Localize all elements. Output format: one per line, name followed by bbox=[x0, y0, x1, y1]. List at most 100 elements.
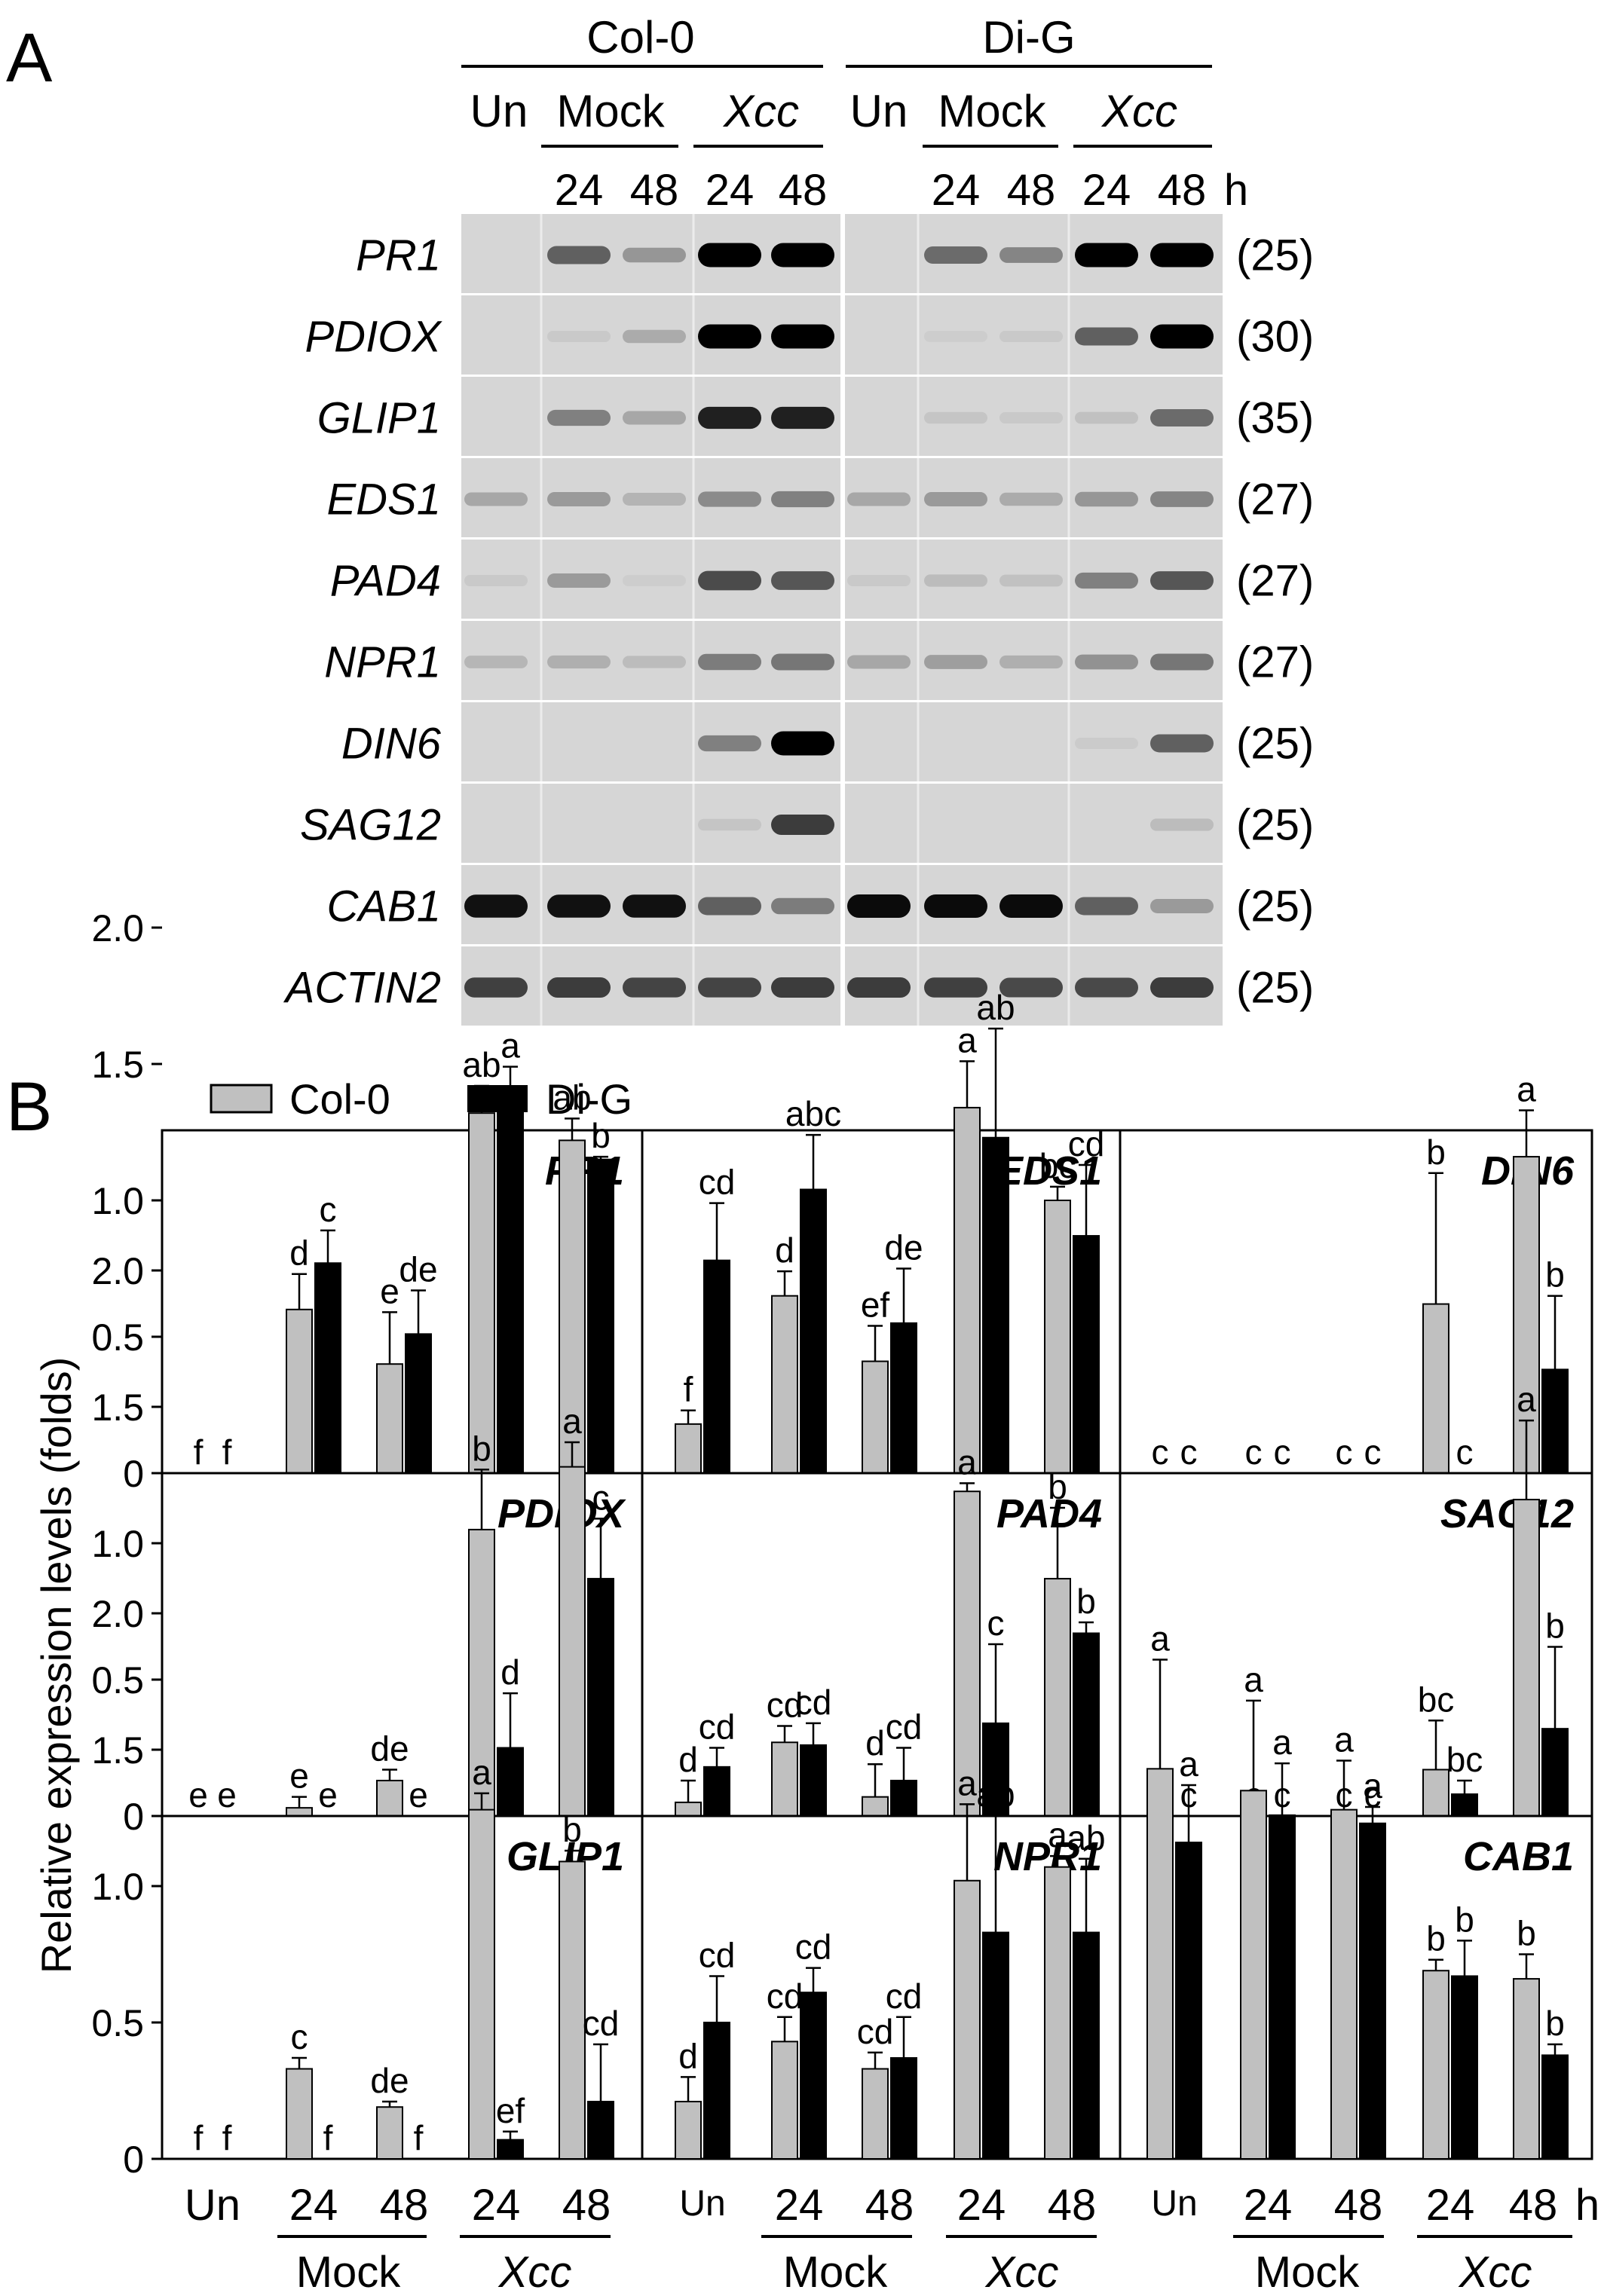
gel-band bbox=[623, 493, 686, 506]
significance-letter: e bbox=[188, 1775, 208, 1814]
gel-band bbox=[1075, 491, 1138, 507]
gel-band bbox=[1075, 654, 1138, 670]
significance-letter: ef bbox=[496, 2091, 525, 2130]
gel-band bbox=[999, 411, 1063, 424]
gel-band bbox=[547, 977, 611, 998]
significance-letter: e bbox=[380, 1271, 399, 1310]
significance-letter: cd bbox=[583, 2004, 620, 2043]
cycle-number-label: (25) bbox=[1236, 964, 1314, 1013]
y-tick-label: 0.5 bbox=[91, 2002, 144, 2044]
time-col0-xcc-48: 48 bbox=[779, 166, 828, 215]
bar-col0 bbox=[862, 1360, 889, 1474]
gel-panel: PR1 (25) PDIOX (30) GLIP1 (35) EDS1 (27) PAD4 (27… bbox=[283, 214, 1314, 1026]
panel-b-label: B bbox=[6, 1069, 52, 1145]
x-label-24-col2-xcc: 24 bbox=[957, 2181, 1006, 2230]
bar-col0 bbox=[1422, 1769, 1449, 1817]
bar-dig bbox=[1541, 1368, 1569, 1474]
x-treatment-mock-col3: Mock bbox=[1255, 2248, 1361, 2296]
significance-letter: a bbox=[1517, 1380, 1536, 1419]
gel-band bbox=[999, 894, 1063, 919]
significance-letter: cd bbox=[699, 1935, 736, 1974]
gel-band bbox=[1150, 243, 1214, 268]
gel-band bbox=[623, 575, 686, 586]
significance-letter: c bbox=[1245, 1432, 1263, 1472]
gel-band bbox=[1150, 734, 1214, 753]
gene-label: GLIP1 bbox=[317, 394, 441, 443]
time-col0-xcc-24: 24 bbox=[706, 166, 755, 215]
bar-dig bbox=[800, 1992, 827, 2160]
bar-dig bbox=[703, 1766, 730, 1818]
gel-band bbox=[623, 247, 686, 263]
gene-label: NPR1 bbox=[324, 638, 441, 687]
gel-band bbox=[999, 247, 1063, 263]
gene-label: PR1 bbox=[356, 231, 441, 280]
treatment-xcc-dig: Xcc bbox=[1100, 86, 1177, 136]
gel-band bbox=[1075, 897, 1138, 916]
bar-dig bbox=[1175, 1842, 1202, 2160]
cycle-number-label: (25) bbox=[1236, 801, 1314, 850]
bar-dig bbox=[1269, 1814, 1296, 2160]
bar-col0 bbox=[675, 1801, 702, 1817]
bar-dig bbox=[800, 1188, 827, 1475]
significance-letter: ab bbox=[976, 1775, 1015, 1814]
legend-label-col0: Col-0 bbox=[289, 1075, 390, 1123]
gel-band bbox=[999, 655, 1063, 669]
gel-band bbox=[771, 324, 834, 349]
y-tick-label: 0.5 bbox=[91, 1659, 144, 1701]
gel-band bbox=[623, 656, 686, 668]
gel-band bbox=[623, 411, 686, 425]
bar-dig bbox=[1359, 1822, 1386, 2160]
gel-band bbox=[999, 330, 1063, 343]
significance-letter: abc bbox=[785, 1094, 841, 1133]
y-tick-label: 1.0 bbox=[91, 1866, 144, 1908]
gene-label: PDIOX bbox=[305, 313, 443, 362]
gel-band bbox=[771, 571, 834, 590]
gel-band bbox=[924, 331, 987, 342]
significance-letter: f bbox=[684, 1370, 693, 1409]
bar-col0 bbox=[286, 2068, 313, 2160]
bar-dig bbox=[982, 1931, 1009, 2160]
y-tick-label: 1.5 bbox=[91, 1386, 144, 1429]
gel-band bbox=[547, 246, 611, 264]
gel-band bbox=[547, 655, 611, 669]
cycle-number-label: (25) bbox=[1236, 882, 1314, 931]
significance-letter: b bbox=[1545, 1607, 1565, 1646]
significance-letter: c bbox=[1274, 1432, 1291, 1472]
gel-band bbox=[847, 977, 911, 998]
gel-band bbox=[1150, 571, 1214, 590]
gel-band bbox=[771, 815, 834, 835]
bar-col0 bbox=[771, 2041, 798, 2160]
significance-letter: cd bbox=[886, 1977, 923, 2016]
gel-band bbox=[464, 977, 528, 998]
gel-band bbox=[771, 491, 834, 508]
gene-label: PAD4 bbox=[330, 557, 441, 606]
bar-dig bbox=[703, 1259, 730, 1474]
significance-letter: ab bbox=[553, 1078, 591, 1117]
significance-letter: a bbox=[957, 1763, 977, 1802]
bar-col0 bbox=[1240, 1790, 1267, 2160]
y-tick-label: 0.5 bbox=[91, 1316, 144, 1359]
significance-letter: ab bbox=[462, 1045, 500, 1084]
significance-letter: cd bbox=[857, 2012, 894, 2051]
legend-swatch-col0 bbox=[210, 1084, 273, 1114]
gel-band bbox=[847, 655, 911, 669]
bar-col0 bbox=[468, 1808, 495, 2160]
gene-label: SAG12 bbox=[300, 801, 441, 850]
x-label-24-col2-mock: 24 bbox=[775, 2181, 824, 2230]
bar-col0 bbox=[771, 1741, 798, 1818]
bar-dig bbox=[1451, 1793, 1478, 1818]
y-tick-label: 2.0 bbox=[91, 1250, 144, 1292]
x-treatment-mock-col2: Mock bbox=[783, 2248, 889, 2296]
significance-letter: a bbox=[472, 1753, 491, 1792]
y-tick-label: 2.0 bbox=[91, 1593, 144, 1635]
significance-letter: d bbox=[678, 1740, 698, 1779]
significance-letter: d bbox=[500, 1652, 520, 1692]
gel-band bbox=[698, 243, 761, 268]
bar-dig bbox=[1073, 1632, 1100, 1817]
bar-col0 bbox=[1146, 1768, 1174, 2160]
gel-band bbox=[1150, 898, 1214, 914]
x-label-un-col3: Un bbox=[1151, 2184, 1197, 2224]
significance-letter: e bbox=[409, 1775, 428, 1814]
